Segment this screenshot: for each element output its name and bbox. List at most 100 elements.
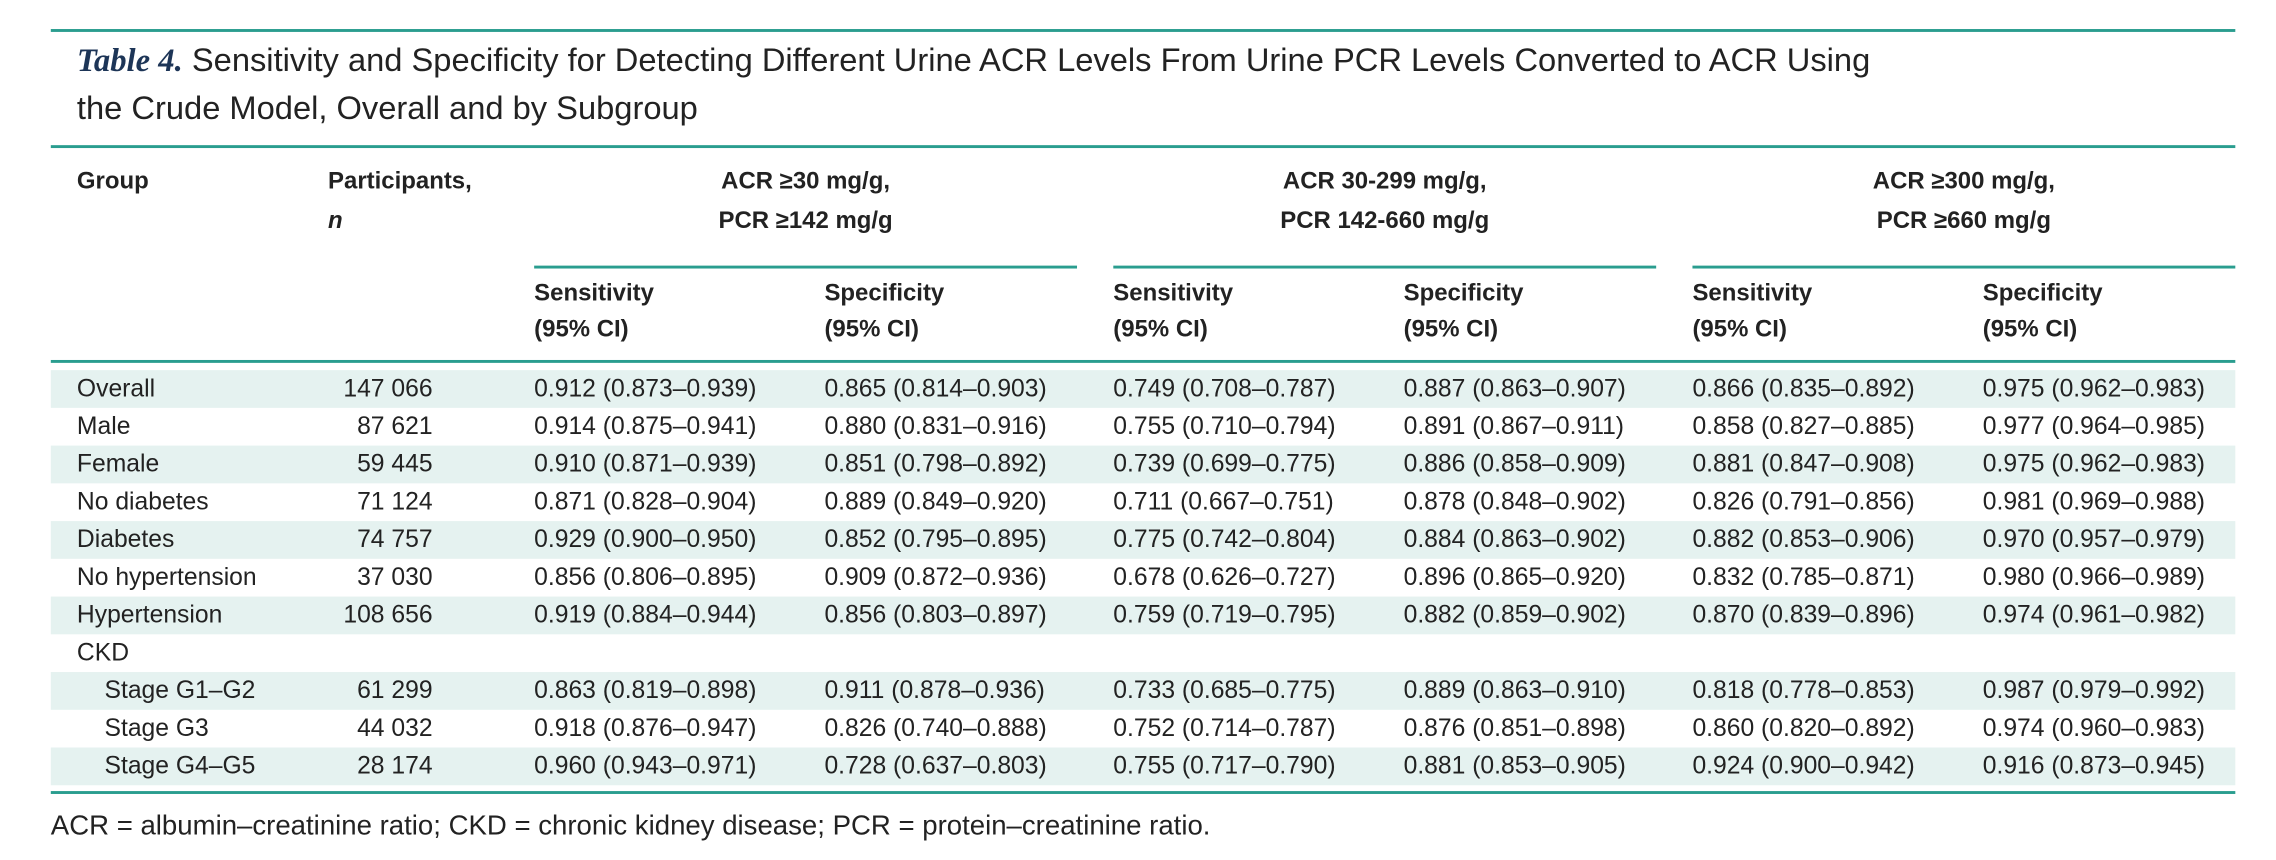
sub-header: (95% CI) [534, 316, 629, 343]
cell-value: 0.884 (0.863–0.902) [1403, 525, 1626, 554]
cell-value: 0.919 (0.884–0.944) [534, 600, 757, 629]
participants: 61 299 [357, 676, 433, 704]
cell-value: 0.891 (0.867–0.911) [1403, 412, 1625, 440]
cell-value: 0.914 (0.875–0.941) [534, 412, 757, 440]
cell-value: 0.711 (0.667–0.751) [1113, 487, 1334, 516]
cell-value: 0.889 (0.863–0.910) [1403, 676, 1626, 704]
cell-value: 0.678 (0.626–0.727) [1113, 563, 1336, 591]
row-label: No diabetes [76, 487, 209, 516]
participants: 71 124 [357, 487, 433, 516]
cell-value: 0.924 (0.900–0.942) [1692, 751, 1915, 780]
cell-value: 0.929 (0.900–0.950) [534, 525, 757, 554]
cell-value: 0.912 (0.873–0.939) [534, 374, 757, 403]
top-rule [50, 29, 2236, 32]
cell-value: 0.886 (0.858–0.909) [1403, 449, 1626, 478]
row-label: Stage G1–G2 [104, 676, 256, 704]
cell-value: 0.882 (0.853–0.906) [1692, 525, 1915, 554]
row-shade [50, 445, 2236, 484]
cell-value: 0.970 (0.957–0.979) [1982, 525, 2206, 554]
cell-value: 0.881 (0.847–0.908) [1692, 449, 1915, 478]
cell-value: 0.881 (0.853–0.905) [1403, 751, 1626, 780]
row-shade [50, 596, 2236, 635]
row-label: Diabetes [76, 525, 175, 554]
cell-value: 0.974 (0.960–0.983) [1982, 714, 2206, 742]
cell-value: 0.818 (0.778–0.853) [1692, 676, 1915, 704]
row-label: Hypertension [76, 600, 223, 629]
cell-value: 0.882 (0.859–0.902) [1403, 600, 1626, 629]
subgroup-label: CKD [76, 638, 130, 667]
row-shade [50, 672, 2236, 710]
cell-value: 0.866 (0.835–0.892) [1692, 374, 1915, 403]
group-rule [1692, 265, 2236, 268]
row-shade [50, 370, 2236, 408]
row-label: Female [76, 449, 160, 478]
cell-value: 0.759 (0.719–0.795) [1113, 600, 1336, 629]
cell-value: 0.975 (0.962–0.983) [1982, 449, 2206, 478]
cell-value: 0.749 (0.708–0.787) [1113, 374, 1336, 403]
footnote: ACR = albumin–creatinine ratio; CKD = ch… [50, 811, 1211, 842]
cell-value: 0.878 (0.848–0.902) [1403, 487, 1626, 516]
cell-value: 0.918 (0.876–0.947) [534, 714, 757, 742]
sub-header: Sensitivity [534, 280, 654, 307]
cell-value: 0.980 (0.966–0.989) [1982, 563, 2206, 591]
sub-header: (95% CI) [1982, 316, 2078, 343]
sub-header: Specificity [1403, 280, 1524, 307]
cell-value: 0.865 (0.814–0.903) [824, 374, 1047, 403]
sub-header: Specificity [824, 280, 945, 307]
cell-value: 0.752 (0.714–0.787) [1113, 714, 1336, 742]
column-header: Group [76, 168, 149, 195]
cell-value: 0.960 (0.943–0.971) [534, 751, 757, 780]
cell-value: 0.896 (0.865–0.920) [1403, 563, 1626, 591]
sub-header: (95% CI) [1403, 316, 1499, 343]
header-bottom-rule [50, 359, 2236, 363]
row-label: No hypertension [76, 563, 257, 591]
cell-value: 0.871 (0.828–0.904) [534, 487, 757, 516]
sub-header: Specificity [1982, 280, 2103, 307]
row-label: Stage G4–G5 [104, 751, 256, 780]
cell-value: 0.911 (0.878–0.936) [824, 676, 1045, 704]
cell-value: 0.889 (0.849–0.920) [824, 487, 1047, 516]
caption-line: Table 4. Sensitivity and Specificity for… [77, 38, 1870, 84]
cell-value: 0.880 (0.831–0.916) [824, 412, 1047, 440]
caption-text: Sensitivity and Specificity for Detectin… [191, 42, 1871, 79]
group-header: PCR ≥660 mg/g [1876, 207, 2051, 234]
cell-value: 0.856 (0.803–0.897) [824, 600, 1047, 629]
participants: 37 030 [357, 563, 433, 591]
sub-header: (95% CI) [824, 316, 919, 343]
group-rule [1113, 265, 1657, 268]
cell-value: 0.974 (0.961–0.982) [1982, 600, 2206, 629]
cell-value: 0.876 (0.851–0.898) [1403, 714, 1626, 742]
group-header: ACR ≥300 mg/g, [1872, 168, 2055, 195]
cell-value: 0.755 (0.710–0.794) [1113, 412, 1336, 440]
group-header: ACR 30-299 mg/g, [1282, 168, 1487, 195]
sub-header: (95% CI) [1692, 316, 1787, 343]
cell-value: 0.887 (0.863–0.907) [1403, 374, 1626, 403]
participants: 28 174 [357, 751, 433, 780]
header-rule [50, 145, 2236, 148]
column-header: n [328, 207, 343, 234]
cell-value: 0.975 (0.962–0.983) [1982, 374, 2206, 403]
row-label: Stage G3 [104, 714, 209, 742]
row-label: Male [76, 412, 131, 440]
column-header: Participants, [328, 168, 472, 195]
caption-text: the Crude Model, Overall and by Subgroup [76, 89, 698, 127]
group-header: ACR ≥30 mg/g, [721, 168, 890, 195]
cell-value: 0.981 (0.969–0.988) [1982, 487, 2206, 516]
cell-value: 0.728 (0.637–0.803) [824, 751, 1047, 780]
cell-value: 0.755 (0.717–0.790) [1113, 751, 1336, 780]
cell-value: 0.858 (0.827–0.885) [1692, 412, 1915, 440]
participants: 74 757 [357, 525, 433, 554]
cell-value: 0.856 (0.806–0.895) [534, 563, 757, 591]
cell-value: 0.860 (0.820–0.892) [1692, 714, 1915, 742]
cell-value: 0.987 (0.979–0.992) [1982, 676, 2206, 704]
cell-value: 0.916 (0.873–0.945) [1982, 751, 2206, 780]
group-rule [534, 265, 1078, 268]
cell-value: 0.733 (0.685–0.775) [1113, 676, 1336, 704]
cell-value: 0.977 (0.964–0.985) [1982, 412, 2206, 440]
cell-value: 0.826 (0.791–0.856) [1692, 487, 1915, 516]
cell-value: 0.910 (0.871–0.939) [534, 449, 757, 478]
bottom-rule [50, 791, 2236, 794]
participants: 44 032 [357, 714, 433, 742]
sub-header: Sensitivity [1692, 280, 1813, 307]
group-header: PCR 142-660 mg/g [1280, 207, 1490, 234]
